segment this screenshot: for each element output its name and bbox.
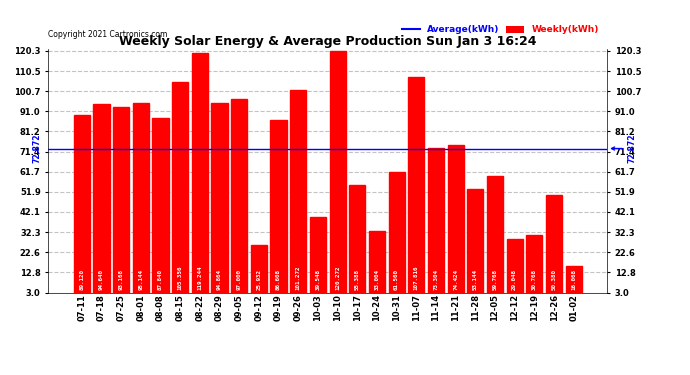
- Bar: [506, 239, 523, 292]
- Text: 53.144: 53.144: [473, 270, 478, 291]
- Title: Weekly Solar Energy & Average Production Sun Jan 3 16:24: Weekly Solar Energy & Average Production…: [119, 34, 537, 48]
- Bar: [448, 146, 464, 292]
- Text: 61.560: 61.560: [394, 270, 399, 291]
- Text: 107.816: 107.816: [414, 266, 419, 291]
- Text: 101.272: 101.272: [296, 266, 301, 291]
- Bar: [369, 231, 385, 292]
- Text: 50.380: 50.380: [551, 270, 557, 291]
- Text: 105.356: 105.356: [177, 266, 183, 291]
- Text: 25.932: 25.932: [257, 270, 262, 291]
- Text: 94.864: 94.864: [217, 270, 222, 291]
- Text: 59.768: 59.768: [493, 270, 497, 291]
- Bar: [349, 184, 365, 292]
- Bar: [270, 120, 286, 292]
- Bar: [231, 99, 247, 292]
- Bar: [487, 176, 503, 292]
- Text: 72.872: 72.872: [611, 134, 637, 163]
- Text: 120.272: 120.272: [335, 266, 340, 291]
- Bar: [310, 217, 326, 292]
- Text: 55.388: 55.388: [355, 270, 359, 291]
- Text: 94.640: 94.640: [99, 270, 104, 291]
- Bar: [172, 82, 188, 292]
- Bar: [428, 148, 444, 292]
- Text: 95.144: 95.144: [138, 270, 144, 291]
- Text: 16.068: 16.068: [571, 270, 576, 291]
- Text: 74.424: 74.424: [453, 270, 458, 291]
- Bar: [93, 104, 110, 292]
- Text: 73.304: 73.304: [433, 270, 438, 291]
- Text: 86.608: 86.608: [276, 270, 281, 291]
- Bar: [546, 195, 562, 292]
- Bar: [467, 189, 484, 292]
- Bar: [566, 266, 582, 292]
- Text: 33.004: 33.004: [375, 270, 380, 291]
- Bar: [211, 103, 228, 292]
- Bar: [408, 76, 424, 292]
- Text: 72.872: 72.872: [32, 134, 41, 163]
- Text: 89.120: 89.120: [79, 270, 84, 291]
- Bar: [526, 235, 542, 292]
- Text: 29.048: 29.048: [512, 270, 518, 291]
- Bar: [152, 118, 168, 292]
- Text: 87.840: 87.840: [158, 270, 163, 291]
- Text: 97.000: 97.000: [237, 270, 241, 291]
- Legend: Average(kWh), Weekly(kWh): Average(kWh), Weekly(kWh): [398, 22, 602, 38]
- Bar: [132, 103, 149, 292]
- Text: 119.244: 119.244: [197, 266, 202, 291]
- Text: Copyright 2021 Cartronics.com: Copyright 2021 Cartronics.com: [48, 30, 168, 39]
- Bar: [388, 172, 405, 292]
- Bar: [192, 53, 208, 292]
- Bar: [290, 90, 306, 292]
- Bar: [74, 115, 90, 292]
- Bar: [113, 107, 129, 292]
- Bar: [330, 51, 346, 292]
- Text: 93.168: 93.168: [119, 270, 124, 291]
- Text: 30.768: 30.768: [532, 270, 537, 291]
- Bar: [250, 245, 267, 292]
- Text: 39.548: 39.548: [315, 270, 320, 291]
